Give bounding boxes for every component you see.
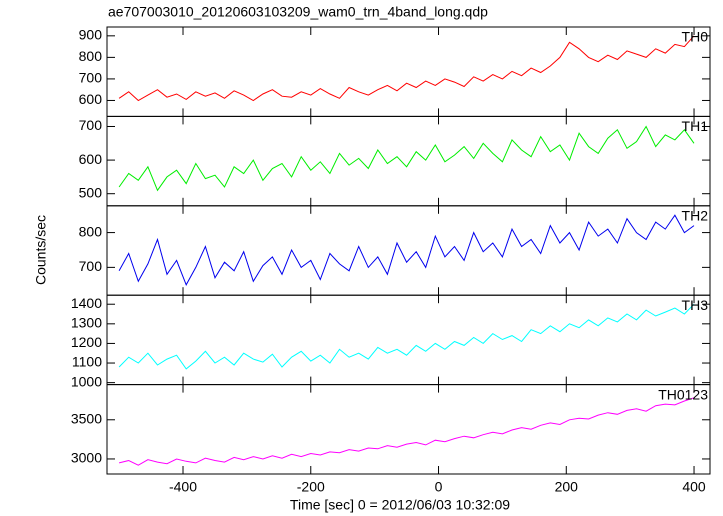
- panel-label: TH2: [682, 208, 709, 224]
- x-tick-label: 400: [682, 479, 706, 495]
- x-tick-label: 200: [555, 479, 579, 495]
- y-tick-label: 1100: [72, 354, 102, 370]
- panel-frame: [106, 384, 711, 475]
- y-tick-label: 1000: [71, 373, 102, 389]
- y-tick-label: 3500: [71, 410, 102, 426]
- y-tick-label: 800: [79, 223, 103, 239]
- panel-label: TH0123: [658, 386, 708, 402]
- x-tick-label: -200: [297, 479, 325, 495]
- y-tick-label: 600: [79, 151, 103, 167]
- panel-label: TH0: [682, 29, 709, 45]
- panel-frame: [106, 26, 711, 117]
- y-axis-label: Counts/sec: [33, 215, 49, 285]
- y-tick-label: 1400: [71, 295, 102, 311]
- data-line: [118, 397, 695, 466]
- panel-label: TH3: [682, 297, 709, 313]
- chart-title: ae707003010_20120603103209_wam0_trn_4ban…: [108, 4, 488, 20]
- data-line: [118, 303, 695, 370]
- y-tick-label: 700: [79, 258, 103, 274]
- x-tick-label: -400: [169, 479, 197, 495]
- x-axis-label: Time [sec] 0 = 2012/06/03 10:32:09: [290, 497, 510, 513]
- y-tick-label: 600: [79, 91, 103, 107]
- y-tick-label: 700: [79, 70, 103, 86]
- data-line: [118, 214, 695, 286]
- y-tick-label: 500: [79, 184, 103, 200]
- panel-frame: [106, 115, 711, 207]
- panel-label: TH1: [682, 118, 709, 134]
- panel-frame: [106, 205, 711, 296]
- data-line: [118, 125, 695, 192]
- x-tick-label: 0: [435, 479, 443, 495]
- data-line: [118, 35, 695, 102]
- y-tick-label: 900: [79, 27, 103, 43]
- y-tick-label: 1300: [71, 315, 102, 331]
- y-tick-label: 3000: [71, 450, 102, 466]
- y-tick-label: 1200: [71, 334, 102, 350]
- y-tick-label: 800: [79, 48, 103, 64]
- panel-frame: [106, 294, 711, 386]
- y-tick-label: 700: [79, 117, 103, 133]
